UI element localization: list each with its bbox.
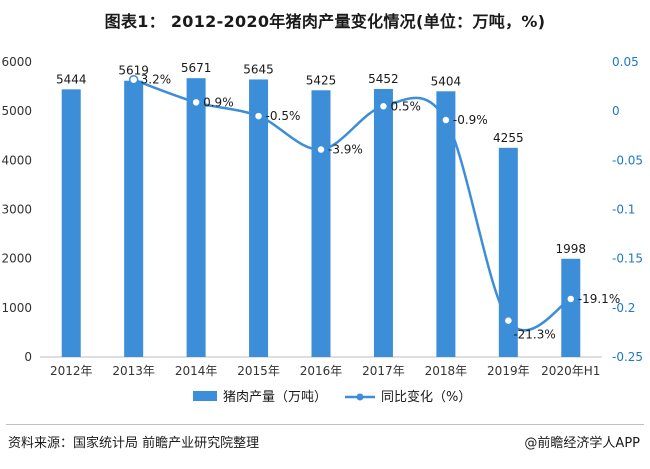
line-point bbox=[566, 294, 576, 304]
line-point bbox=[316, 144, 326, 155]
line-point-label: 3.2% bbox=[141, 73, 172, 87]
y-right-tick-label: -0.25 bbox=[612, 350, 643, 364]
line-point-label: -19.1% bbox=[578, 292, 620, 306]
line-point bbox=[378, 101, 389, 111]
bar bbox=[311, 90, 331, 357]
source-note: 资料来源：国家统计局 前瞻产业研究院整理 bbox=[8, 436, 260, 451]
chart-title: 图表1： 2012-2020年猪肉产量变化情况(单位：万吨，%) bbox=[104, 12, 546, 31]
y-right-tick-label: 0.05 bbox=[612, 55, 639, 69]
bar-value-label: 5404 bbox=[431, 74, 462, 88]
x-tick-label: 2018年 bbox=[425, 364, 468, 378]
y-left-tick-label: 2000 bbox=[1, 252, 32, 266]
y-right-tick-label: -0.2 bbox=[612, 301, 635, 315]
footer-divider bbox=[6, 424, 644, 425]
bar-value-label: 5444 bbox=[56, 72, 87, 86]
line-point bbox=[191, 97, 201, 108]
brand-credit: @前瞻经济学人APP bbox=[524, 436, 640, 451]
y-right-tick-label: -0.1 bbox=[612, 203, 635, 217]
line-point-label: -0.5% bbox=[266, 109, 301, 123]
line-point bbox=[503, 315, 514, 326]
y-left-tick-label: 3000 bbox=[1, 203, 32, 217]
line-point-label: 0.9% bbox=[203, 95, 234, 109]
bar-value-label: 1998 bbox=[556, 242, 587, 256]
bar bbox=[61, 89, 81, 357]
y-left-tick-label: 1000 bbox=[1, 301, 32, 315]
bar-value-label: 5619 bbox=[118, 64, 149, 78]
x-tick-label: 2012年 bbox=[50, 364, 93, 378]
bar-value-label: 5425 bbox=[306, 73, 337, 87]
x-tick-label: 2019年 bbox=[487, 364, 530, 378]
legend-line-marker bbox=[356, 393, 364, 401]
line-point bbox=[441, 115, 451, 125]
line-point-label: -0.9% bbox=[453, 113, 488, 127]
bar bbox=[436, 91, 456, 357]
legend-bar-swatch bbox=[193, 391, 217, 401]
bar-value-label: 5452 bbox=[368, 72, 399, 86]
line-point-label: -3.9% bbox=[328, 143, 363, 157]
x-tick-label: 2020年H1 bbox=[541, 364, 600, 378]
line-point-label: 0.5% bbox=[390, 99, 421, 113]
bar-value-label: 5671 bbox=[181, 61, 212, 75]
y-left-tick-label: 6000 bbox=[1, 55, 32, 69]
line-point bbox=[253, 111, 264, 121]
x-tick-label: 2017年 bbox=[362, 364, 405, 378]
y-left-tick-label: 5000 bbox=[1, 104, 32, 118]
x-tick-label: 2013年 bbox=[112, 364, 155, 378]
x-tick-label: 2015年 bbox=[237, 364, 280, 378]
bar bbox=[498, 147, 518, 357]
bar bbox=[561, 258, 581, 357]
legend-bar-label: 猪肉产量（万吨） bbox=[223, 390, 327, 405]
bar bbox=[186, 78, 206, 357]
x-tick-label: 2014年 bbox=[175, 364, 218, 378]
bar bbox=[249, 79, 269, 358]
y-left-tick-label: 0 bbox=[24, 350, 32, 364]
y-right-tick-label: -0.05 bbox=[612, 153, 643, 167]
line-point-label: -21.3% bbox=[513, 328, 555, 342]
bar bbox=[124, 80, 144, 358]
bar bbox=[373, 88, 393, 358]
x-tick-label: 2016年 bbox=[300, 364, 343, 378]
line-point bbox=[128, 74, 139, 85]
y-left-tick-label: 4000 bbox=[1, 153, 32, 167]
legend-line-label: 同比变化（%） bbox=[381, 389, 471, 405]
y-right-tick-label: -0.15 bbox=[612, 252, 643, 266]
y-right-tick-label: 0 bbox=[612, 104, 620, 118]
bar-value-label: 4255 bbox=[493, 131, 524, 145]
bar-value-label: 5645 bbox=[243, 62, 274, 76]
